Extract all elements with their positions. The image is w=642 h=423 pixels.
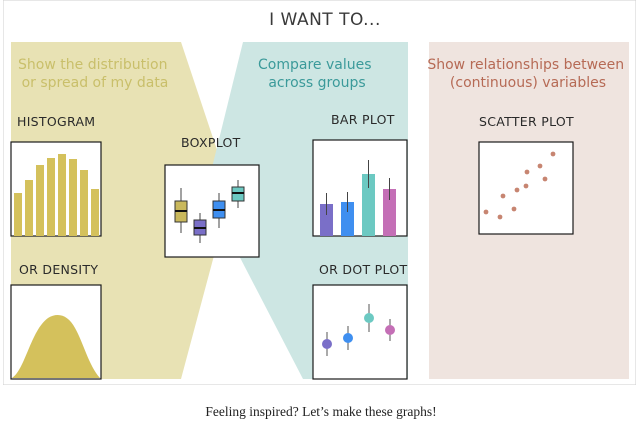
- bar-3: [362, 174, 375, 236]
- scatter-plot: [478, 141, 574, 235]
- density-curve: [12, 315, 100, 378]
- scatter-point-1: [483, 209, 489, 215]
- boxplot-label: BOXPLOT: [181, 135, 241, 150]
- dot-3: [364, 313, 374, 323]
- histogram-bar-3: [36, 165, 44, 236]
- barplot-plot: [312, 139, 408, 237]
- scatter-point-10: [550, 151, 556, 157]
- scatter-label: SCATTER PLOT: [479, 114, 574, 129]
- compare-heading-line-2: across groups: [268, 75, 365, 91]
- scatter-point-3: [500, 193, 506, 199]
- dot-4: [385, 325, 395, 335]
- scatter-point-6: [523, 183, 529, 189]
- scatter-point-5: [514, 187, 520, 193]
- histogram-bar-5: [58, 154, 66, 236]
- box-4: [231, 180, 245, 208]
- scatter-point-9: [542, 176, 548, 182]
- histogram-bar-8: [91, 189, 99, 236]
- scatter-point-8: [537, 163, 543, 169]
- histogram-plot: [10, 141, 102, 237]
- dotplot-label: OR DOT PLOT: [319, 262, 407, 277]
- relationship-heading-line-2: (continuous) variables: [450, 75, 606, 91]
- dot-2: [343, 333, 353, 343]
- box-1: [174, 188, 188, 233]
- boxplot-plot: [164, 164, 260, 258]
- bar-1: [320, 204, 333, 236]
- caption-text: Feeling inspired? Let’s make these graph…: [205, 404, 437, 419]
- scatter-point-2: [497, 214, 503, 220]
- bar-4: [383, 189, 396, 236]
- dot-1: [322, 339, 332, 349]
- histogram-label: HISTOGRAM: [17, 114, 95, 129]
- bar-2: [341, 202, 354, 236]
- barplot-label: BAR PLOT: [331, 112, 395, 127]
- histogram-bar-1: [14, 193, 22, 236]
- histogram-bar-6: [69, 159, 77, 236]
- distribution-heading-line-1: Show the distribution: [18, 57, 167, 73]
- compare-heading-line-1: Compare values: [258, 57, 372, 73]
- histogram-bar-4: [47, 158, 55, 236]
- box-2: [193, 213, 207, 243]
- histogram-bar-7: [80, 170, 88, 236]
- distribution-heading: Show the distribution or spread of my da…: [18, 57, 172, 91]
- histogram-bar-2: [25, 180, 33, 236]
- box-3: [212, 193, 226, 228]
- density-plot: [10, 284, 102, 380]
- dotplot-plot: [312, 284, 408, 380]
- scatter-point-4: [511, 206, 517, 212]
- density-label: OR DENSITY: [19, 262, 98, 277]
- chart-chooser-diagram: I WANT TO... Show the distribution or sp…: [3, 0, 636, 385]
- compare-heading: Compare values across groups: [258, 57, 376, 91]
- diagram-title: I WANT TO...: [269, 10, 381, 30]
- relationship-heading-line-1: Show relationships between: [427, 57, 624, 73]
- distribution-heading-line-2: or spread of my data: [22, 75, 169, 91]
- scatter-point-7: [524, 169, 530, 175]
- relationship-heading: Show relationships between (continuous) …: [427, 57, 628, 91]
